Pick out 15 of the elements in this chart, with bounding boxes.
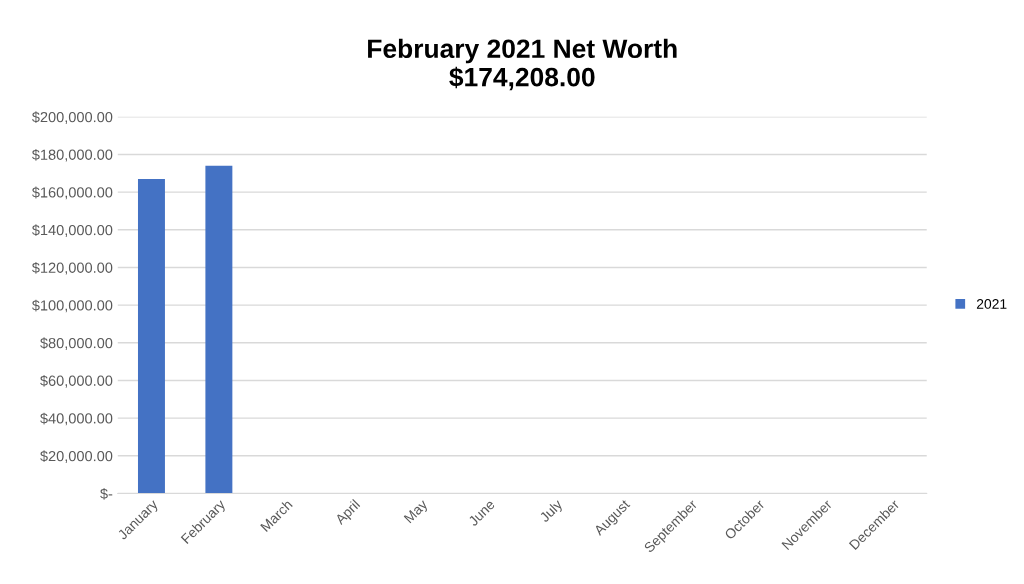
y-tick-label: $140,000.00 <box>31 224 113 237</box>
y-tick-label: $180,000.00 <box>31 148 113 162</box>
y-tick-label: $20,000.00 <box>40 450 113 463</box>
y-tick-label: $80,000.00 <box>40 337 113 350</box>
chart-title: February 2021 Net Worth $174,208.00 <box>368 38 677 91</box>
legend-label: 2021 <box>976 299 1007 309</box>
x-tick-label: July <box>538 498 566 525</box>
y-tick-label: $60,000.00 <box>40 374 113 388</box>
y-tick-label: $160,000.00 <box>31 186 113 200</box>
y-tick-label: $- <box>100 487 113 500</box>
y-tick-label: $120,000.00 <box>31 261 113 275</box>
y-tick-label: $40,000.00 <box>40 412 113 426</box>
x-tick-label: May <box>403 498 431 526</box>
y-tick-label: $100,000.00 <box>31 299 113 313</box>
y-tick-label: $200,000.00 <box>31 111 113 124</box>
